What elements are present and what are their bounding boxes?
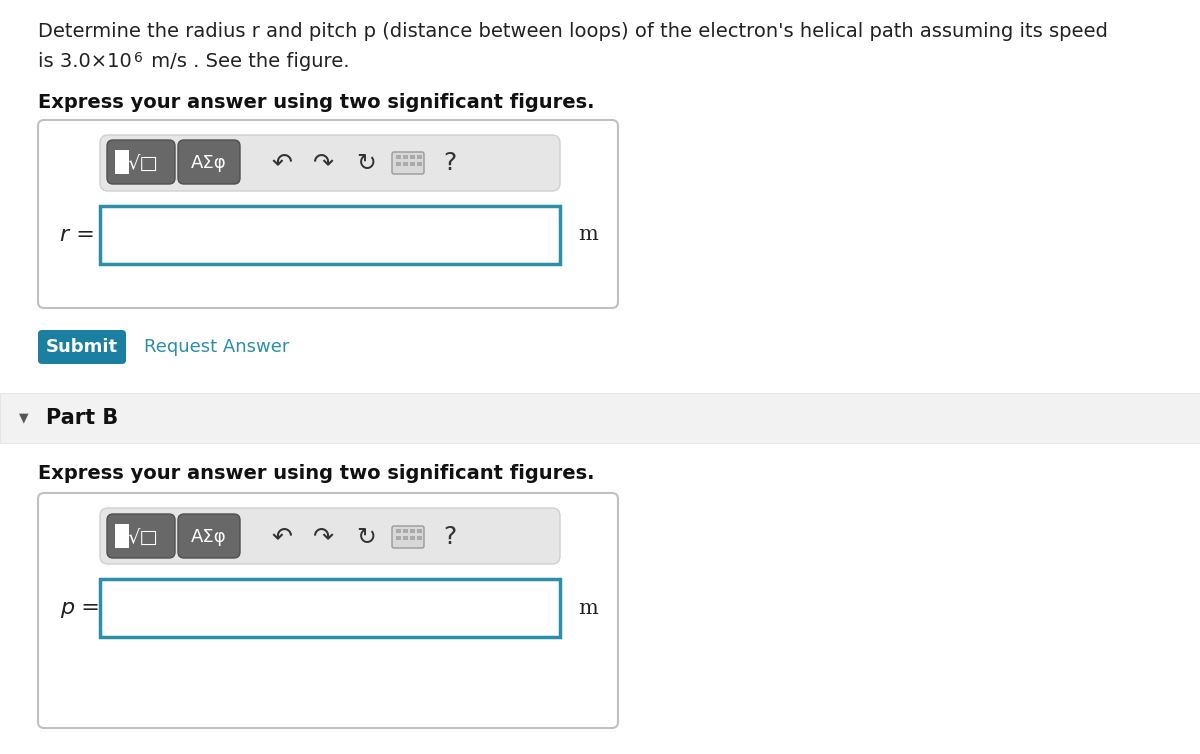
Bar	[410, 155, 415, 159]
Text: m: m	[578, 225, 598, 244]
Bar	[418, 536, 422, 540]
Text: Request Answer: Request Answer	[144, 338, 289, 356]
Text: Express your answer using two significant figures.: Express your answer using two significan…	[38, 93, 594, 112]
Text: ↷: ↷	[313, 525, 335, 549]
Bar	[410, 162, 415, 166]
Bar	[418, 529, 422, 533]
Text: √□: √□	[127, 528, 158, 547]
Text: ?: ?	[443, 525, 457, 549]
FancyBboxPatch shape	[38, 120, 618, 308]
FancyBboxPatch shape	[107, 140, 175, 184]
Text: Part B: Part B	[46, 408, 119, 428]
Text: Express your answer using two significant figures.: Express your answer using two significan…	[38, 464, 594, 483]
Text: m/s . See the figure.: m/s . See the figure.	[145, 52, 349, 71]
Bar	[115, 524, 130, 548]
Text: ↻: ↻	[356, 525, 376, 549]
Text: ↻: ↻	[356, 151, 376, 175]
Text: r =: r =	[60, 225, 95, 245]
Bar	[100, 206, 560, 264]
Bar	[403, 162, 408, 166]
Bar	[396, 529, 401, 533]
Text: Submit: Submit	[46, 338, 118, 356]
Bar	[403, 529, 408, 533]
Bar	[396, 536, 401, 540]
Text: ↶: ↶	[271, 151, 293, 175]
Text: AΣφ: AΣφ	[191, 154, 227, 172]
Bar	[115, 150, 130, 174]
Text: AΣφ: AΣφ	[191, 528, 227, 546]
FancyBboxPatch shape	[38, 493, 618, 728]
Bar	[100, 579, 560, 637]
Text: p =: p =	[60, 598, 100, 618]
Bar	[396, 162, 401, 166]
Text: Determine the radius r and pitch p (distance between loops) of the electron's he: Determine the radius r and pitch p (dist…	[38, 22, 1108, 41]
FancyBboxPatch shape	[107, 514, 175, 558]
Text: ▼: ▼	[19, 412, 29, 425]
Text: is 3.0×10: is 3.0×10	[38, 52, 132, 71]
FancyBboxPatch shape	[178, 514, 240, 558]
Bar	[410, 529, 415, 533]
FancyBboxPatch shape	[100, 508, 560, 564]
Text: 6: 6	[134, 51, 143, 65]
Text: ↶: ↶	[271, 525, 293, 549]
FancyBboxPatch shape	[392, 526, 424, 548]
Text: ?: ?	[443, 151, 457, 175]
Bar	[396, 155, 401, 159]
Bar	[403, 155, 408, 159]
Text: √□: √□	[127, 154, 158, 173]
Bar	[403, 536, 408, 540]
FancyBboxPatch shape	[178, 140, 240, 184]
Bar	[418, 155, 422, 159]
FancyBboxPatch shape	[392, 152, 424, 174]
FancyBboxPatch shape	[100, 135, 560, 191]
FancyBboxPatch shape	[38, 330, 126, 364]
Bar	[410, 536, 415, 540]
Bar	[418, 162, 422, 166]
Text: ↷: ↷	[313, 151, 335, 175]
Bar	[0, 393, 1200, 443]
Text: m: m	[578, 599, 598, 618]
